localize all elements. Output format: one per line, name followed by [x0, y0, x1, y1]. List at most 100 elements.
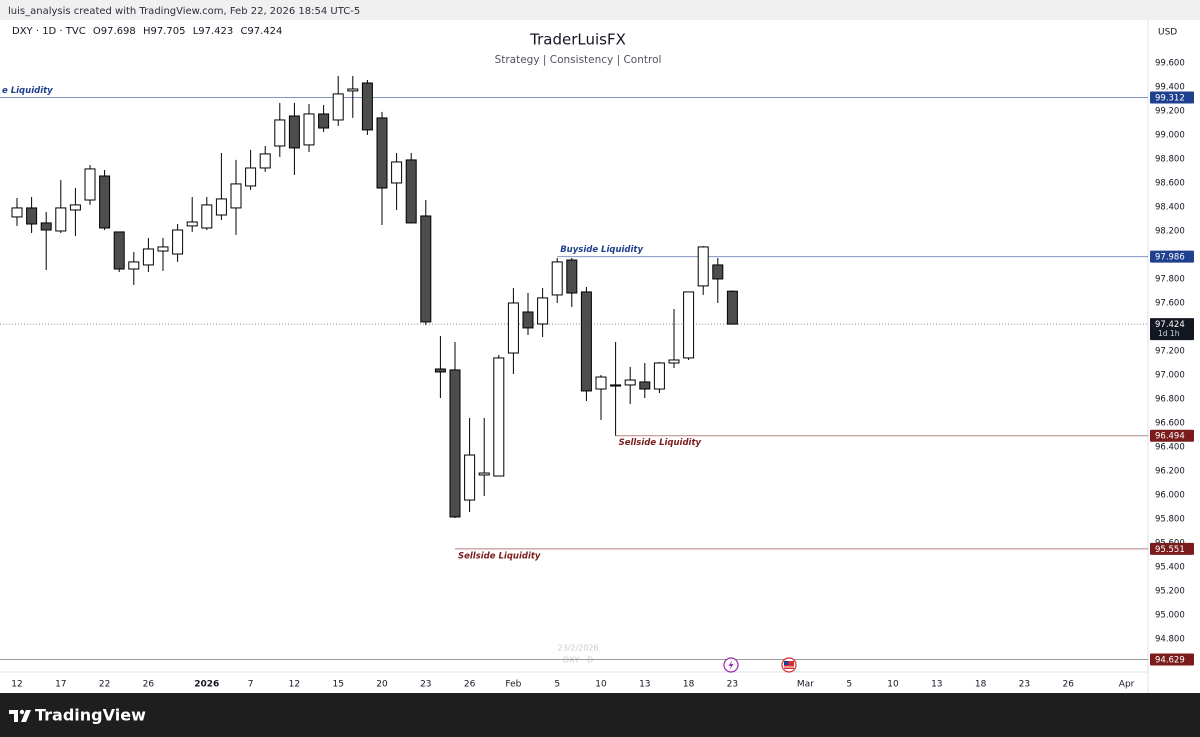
chart-subtitle: Strategy | Consistency | Control — [495, 54, 662, 66]
candle-body — [683, 291, 695, 359]
y-tick-label: 96.600 — [1155, 418, 1185, 428]
candle-body — [318, 113, 330, 129]
x-tick-label: 26 — [143, 680, 155, 690]
x-tick-label: 5 — [846, 680, 852, 690]
economic-event-icon[interactable] — [781, 657, 797, 673]
x-tick-label: 7 — [248, 680, 254, 690]
candle-body — [26, 207, 38, 225]
brand-logo — [9, 709, 31, 722]
x-tick-label: 20 — [376, 680, 388, 690]
y-tick-label: 98.200 — [1155, 226, 1185, 236]
candle-body — [113, 231, 125, 270]
candle-body — [69, 204, 81, 211]
brand: TradingView — [35, 706, 146, 725]
candle-body — [215, 198, 227, 216]
event-icon[interactable] — [723, 657, 739, 673]
candle-body — [624, 379, 636, 386]
candle-body — [201, 204, 213, 229]
candle-body — [128, 261, 140, 270]
candle-body — [668, 359, 680, 364]
y-tick-label: 97.000 — [1155, 370, 1185, 380]
countdown-label: 1d 1h — [1158, 329, 1180, 338]
candle-body — [347, 88, 359, 92]
x-tick-label: 22 — [99, 680, 110, 690]
candle-body — [259, 153, 271, 169]
y-tick-label: 97.200 — [1155, 346, 1185, 356]
x-tick-label: 26 — [1062, 680, 1074, 690]
candle-body — [726, 290, 738, 325]
level-label: e Liquidity — [2, 86, 53, 96]
attribution: luis_analysis created with TradingView.c… — [8, 6, 360, 17]
currency: USD — [1158, 28, 1177, 38]
y-tick-label: 98.600 — [1155, 178, 1185, 188]
x-tick-label: Feb — [505, 680, 521, 690]
candle-body — [274, 119, 286, 147]
level-price-box — [1150, 91, 1194, 104]
y-tick-label: 96.200 — [1155, 466, 1185, 476]
top-bar — [0, 0, 1200, 20]
last-price-box — [1150, 318, 1194, 341]
x-tick-label: 15 — [332, 680, 343, 690]
plot: e Liquidity Buyside Liquidity Sellside Liq… — [0, 75, 1148, 661]
candle-body — [332, 93, 344, 121]
candle-body — [245, 167, 257, 187]
candle-body — [186, 221, 198, 227]
candle-body — [464, 454, 476, 501]
axes: 94.80095.00095.20095.40095.60095.80096.0… — [11, 58, 1194, 690]
candle-body — [11, 207, 23, 218]
level-price-box — [1150, 653, 1194, 666]
candle-body — [522, 311, 534, 329]
ohlc-open: O97.698 — [93, 26, 136, 37]
candle-body — [142, 248, 154, 266]
y-tick-label: 99.000 — [1155, 130, 1185, 140]
y-tick-label: 98.400 — [1155, 202, 1185, 212]
candle-body — [610, 384, 622, 387]
watermark-date: 23/2/2026 — [557, 644, 598, 653]
candle-body — [99, 175, 111, 229]
candle-body — [653, 362, 665, 390]
y-tick-label: 95.000 — [1155, 610, 1185, 620]
candle-body — [376, 117, 388, 189]
x-tick-label: 17 — [55, 680, 66, 690]
y-tick-label: 98.800 — [1155, 154, 1185, 164]
x-tick-label: 18 — [683, 680, 695, 690]
chart-title: TraderLuisFX — [529, 31, 626, 49]
level-price-label: 97.986 — [1155, 253, 1185, 263]
y-tick-label: 96.000 — [1155, 490, 1185, 500]
level-price-box — [1150, 250, 1194, 263]
y-tick-label: 96.400 — [1155, 442, 1185, 452]
x-tick-label: 13 — [639, 680, 650, 690]
x-tick-label: 26 — [464, 680, 476, 690]
x-tick-label: 10 — [887, 680, 899, 690]
candle-body — [507, 302, 519, 354]
candle-body — [478, 472, 490, 476]
candle-body — [361, 82, 373, 131]
level-price-label: 95.551 — [1155, 545, 1185, 555]
y-tick-label: 99.600 — [1155, 58, 1185, 68]
candle-body — [84, 168, 96, 201]
x-tick-label: 18 — [975, 680, 987, 690]
candle-body — [172, 229, 184, 255]
y-tick-label: 99.200 — [1155, 106, 1185, 116]
y-tick-label: 95.200 — [1155, 586, 1185, 596]
candle-body — [493, 357, 505, 477]
candle-body — [405, 159, 417, 224]
x-tick-label: 12 — [289, 680, 300, 690]
y-tick-label: 99.400 — [1155, 82, 1185, 92]
ohlc-close: C97.424 — [240, 26, 282, 37]
level-price-label: 94.629 — [1155, 656, 1185, 666]
candle-body — [697, 246, 709, 287]
level-label: Buyside Liquidity — [560, 245, 643, 255]
candle-body — [580, 291, 592, 392]
candle-body — [449, 369, 461, 518]
level-label: Sellside Liquidity — [458, 551, 541, 561]
x-tick-label: 2026 — [194, 680, 219, 690]
y-tick-label: 97.800 — [1155, 274, 1185, 284]
candle-body — [639, 381, 651, 390]
y-tick-label: 95.400 — [1155, 562, 1185, 572]
candle-body — [303, 113, 315, 146]
level-price-label: 96.494 — [1155, 432, 1185, 442]
candle-body — [230, 183, 242, 209]
footer — [0, 693, 1200, 737]
